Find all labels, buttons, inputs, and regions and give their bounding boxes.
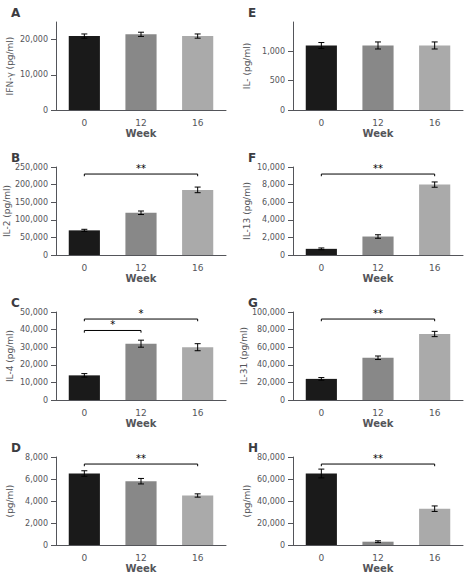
- svg-text:20,000: 20,000: [20, 35, 48, 44]
- svg-text:0: 0: [81, 263, 87, 273]
- svg-text:Week: Week: [126, 273, 157, 284]
- svg-text:12: 12: [135, 263, 146, 273]
- svg-text:IL-4 (pg/ml): IL-4 (pg/ml): [5, 330, 15, 382]
- svg-text:16: 16: [429, 408, 441, 418]
- svg-text:IFN-γ (pg/ml): IFN-γ (pg/ml): [5, 37, 15, 96]
- svg-text:12: 12: [372, 408, 383, 418]
- svg-text:A: A: [11, 6, 21, 20]
- svg-text:10,000: 10,000: [20, 378, 48, 387]
- svg-text:250,000: 250,000: [14, 162, 48, 172]
- svg-text:10,000: 10,000: [20, 70, 48, 79]
- svg-text:(pg/ml): (pg/ml): [5, 485, 15, 518]
- svg-text:16: 16: [192, 553, 204, 563]
- svg-text:0: 0: [43, 251, 48, 260]
- svg-text:Week: Week: [126, 418, 157, 429]
- svg-text:0: 0: [81, 118, 87, 128]
- svg-text:40,000: 40,000: [257, 497, 285, 506]
- svg-text:0: 0: [318, 408, 324, 418]
- svg-text:Week: Week: [363, 128, 394, 139]
- svg-text:60,000: 60,000: [257, 343, 285, 352]
- svg-text:16: 16: [192, 408, 204, 418]
- svg-text:12: 12: [135, 118, 146, 128]
- svg-text:40,000: 40,000: [257, 360, 285, 369]
- svg-text:B: B: [11, 151, 20, 165]
- svg-text:(pg/ml): (pg/ml): [242, 485, 252, 518]
- svg-text:50,000: 50,000: [20, 233, 48, 242]
- svg-text:16: 16: [429, 118, 441, 128]
- svg-text:*: *: [110, 319, 115, 330]
- svg-text:**: **: [373, 453, 383, 464]
- svg-text:1,000: 1,000: [262, 47, 285, 56]
- svg-text:20,000: 20,000: [257, 378, 285, 387]
- svg-text:0: 0: [43, 396, 48, 405]
- svg-text:150,000: 150,000: [15, 198, 48, 207]
- svg-text:100,000: 100,000: [251, 307, 285, 317]
- svg-text:0: 0: [280, 251, 285, 260]
- svg-text:500: 500: [270, 76, 285, 85]
- svg-text:12: 12: [372, 118, 383, 128]
- svg-text:16: 16: [192, 263, 204, 273]
- svg-text:0: 0: [81, 553, 87, 563]
- svg-text:6,000: 6,000: [262, 198, 285, 207]
- svg-text:IL- (pg/ml): IL- (pg/ml): [242, 43, 252, 89]
- svg-text:Week: Week: [126, 128, 157, 139]
- svg-text:8,000: 8,000: [262, 180, 285, 189]
- svg-text:20,000: 20,000: [257, 519, 285, 528]
- svg-text:16: 16: [192, 118, 204, 128]
- svg-text:0: 0: [43, 541, 48, 550]
- svg-text:0: 0: [280, 396, 285, 405]
- svg-text:F: F: [248, 151, 256, 165]
- svg-text:12: 12: [372, 553, 383, 563]
- svg-text:2,000: 2,000: [262, 233, 285, 242]
- svg-text:G: G: [248, 296, 258, 310]
- svg-text:0: 0: [81, 408, 87, 418]
- svg-text:D: D: [11, 441, 21, 455]
- svg-text:0: 0: [318, 263, 324, 273]
- svg-text:4,000: 4,000: [262, 215, 285, 224]
- svg-text:Week: Week: [363, 273, 394, 284]
- svg-text:10,000: 10,000: [257, 163, 285, 172]
- svg-text:IL-2 (pg/ml): IL-2 (pg/ml): [2, 185, 12, 237]
- svg-text:**: **: [136, 163, 146, 174]
- svg-text:0: 0: [280, 541, 285, 550]
- svg-text:16: 16: [429, 263, 441, 273]
- svg-text:8,000: 8,000: [25, 453, 48, 462]
- svg-text:100,000: 100,000: [15, 215, 48, 224]
- svg-text:IL-31 (pg/ml): IL-31 (pg/ml): [239, 327, 249, 385]
- svg-text:12: 12: [135, 553, 146, 563]
- svg-text:**: **: [373, 308, 383, 319]
- svg-text:30,000: 30,000: [20, 343, 48, 352]
- svg-text:0: 0: [43, 106, 48, 115]
- svg-text:6,000: 6,000: [25, 475, 48, 484]
- svg-text:12: 12: [135, 408, 146, 418]
- svg-text:40,000: 40,000: [20, 325, 48, 334]
- svg-text:60,000: 60,000: [257, 475, 285, 484]
- svg-text:*: *: [139, 308, 144, 319]
- svg-text:IL-13 (pg/ml): IL-13 (pg/ml): [242, 182, 252, 240]
- svg-text:Week: Week: [126, 563, 157, 574]
- svg-text:E: E: [248, 6, 256, 20]
- svg-text:50,000: 50,000: [20, 308, 48, 317]
- svg-text:20,000: 20,000: [20, 360, 48, 369]
- svg-text:80,000: 80,000: [257, 325, 285, 334]
- svg-text:2,000: 2,000: [25, 519, 48, 528]
- svg-text:80,000: 80,000: [257, 453, 285, 462]
- svg-text:12: 12: [372, 263, 383, 273]
- svg-text:H: H: [248, 441, 258, 455]
- svg-text:0: 0: [318, 118, 324, 128]
- svg-text:0: 0: [280, 106, 285, 115]
- svg-text:4,000: 4,000: [25, 497, 48, 506]
- svg-text:Week: Week: [363, 418, 394, 429]
- svg-text:Week: Week: [363, 563, 394, 574]
- svg-text:**: **: [136, 453, 146, 464]
- svg-text:0: 0: [318, 553, 324, 563]
- svg-text:**: **: [373, 163, 383, 174]
- svg-text:C: C: [11, 296, 20, 310]
- svg-text:200,000: 200,000: [15, 180, 48, 189]
- svg-text:16: 16: [429, 553, 441, 563]
